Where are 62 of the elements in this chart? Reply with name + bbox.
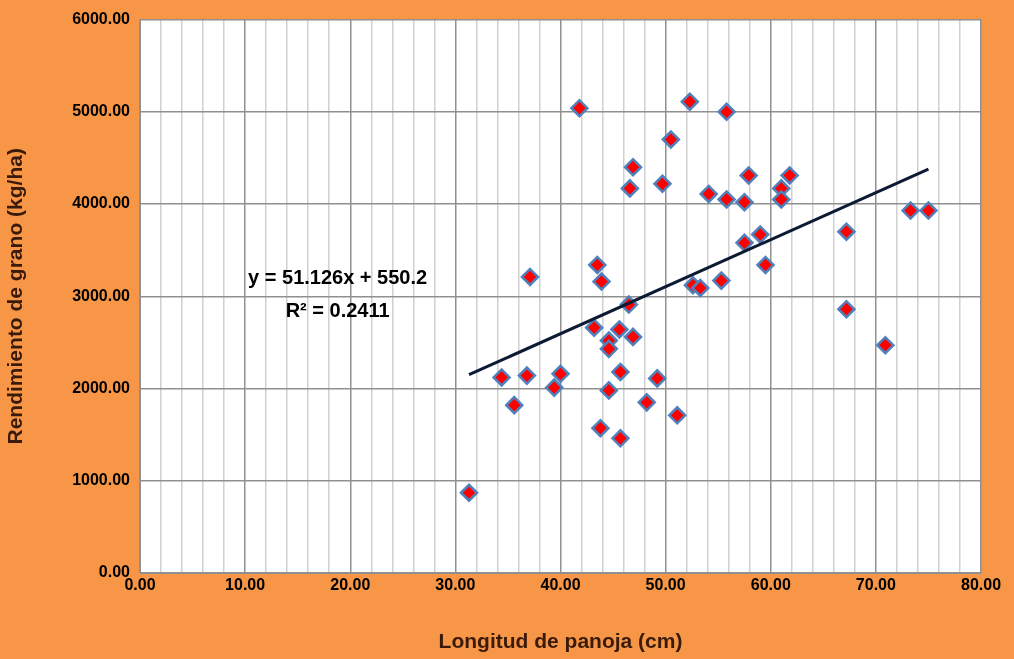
- x-tick-label: 20.00: [330, 576, 371, 594]
- point: [611, 362, 630, 382]
- y-tick-label: 1000.00: [72, 471, 131, 489]
- point: [780, 166, 799, 185]
- x-tick-label: 80.00: [960, 576, 1002, 594]
- x-tick-label: 10.00: [225, 576, 266, 594]
- x-axis-title: Longitud de panoja (cm): [438, 629, 683, 653]
- y-tick-label: 5000.00: [72, 102, 131, 120]
- point: [570, 98, 589, 118]
- point: [919, 201, 938, 220]
- point: [544, 378, 564, 397]
- point: [699, 184, 718, 204]
- point: [599, 339, 619, 359]
- point: [623, 157, 643, 177]
- point: [517, 366, 537, 385]
- y-tick-label: 6000.00: [72, 10, 131, 28]
- point: [712, 271, 731, 290]
- point: [750, 225, 770, 244]
- point: [637, 393, 656, 412]
- point: [611, 429, 630, 448]
- point: [680, 92, 700, 111]
- point: [717, 102, 736, 122]
- point: [551, 364, 570, 384]
- point: [459, 483, 479, 503]
- point: [505, 395, 524, 415]
- point: [620, 179, 640, 198]
- point: [691, 278, 710, 298]
- point: [492, 368, 511, 387]
- point: [661, 130, 681, 149]
- point: [520, 267, 540, 287]
- point: [717, 190, 736, 209]
- y-tick-label: 4000.00: [72, 194, 131, 212]
- point: [837, 222, 856, 241]
- x-tick-label: 40.00: [540, 576, 581, 594]
- y-axis-title: Rendimiento de grano (kg/ha): [3, 148, 27, 445]
- x-tick-label: 60.00: [750, 576, 791, 594]
- point: [667, 406, 687, 425]
- annotation: R² = 0.2411: [285, 298, 390, 321]
- x-tick-label: 30.00: [435, 576, 476, 594]
- point: [739, 166, 758, 185]
- annotation: y = 51.126x + 550.2: [248, 265, 428, 288]
- point: [772, 190, 791, 209]
- x-tick-label: 50.00: [645, 576, 686, 594]
- y-tick-label: 3000.00: [72, 286, 131, 304]
- point: [837, 299, 856, 319]
- point: [591, 418, 610, 438]
- x-tick-label: 0.00: [124, 576, 156, 594]
- point: [584, 318, 604, 337]
- point: [876, 335, 895, 355]
- point: [588, 255, 607, 275]
- point: [901, 201, 920, 220]
- point: [653, 174, 672, 194]
- y-tick-label: 2000.00: [72, 378, 131, 396]
- point: [592, 272, 611, 291]
- point: [599, 381, 619, 400]
- point: [735, 192, 754, 212]
- point: [756, 255, 775, 275]
- point: [610, 320, 629, 339]
- point: [623, 327, 643, 347]
- point: [735, 233, 754, 253]
- point: [647, 369, 667, 388]
- x-tick-label: 70.00: [855, 576, 896, 594]
